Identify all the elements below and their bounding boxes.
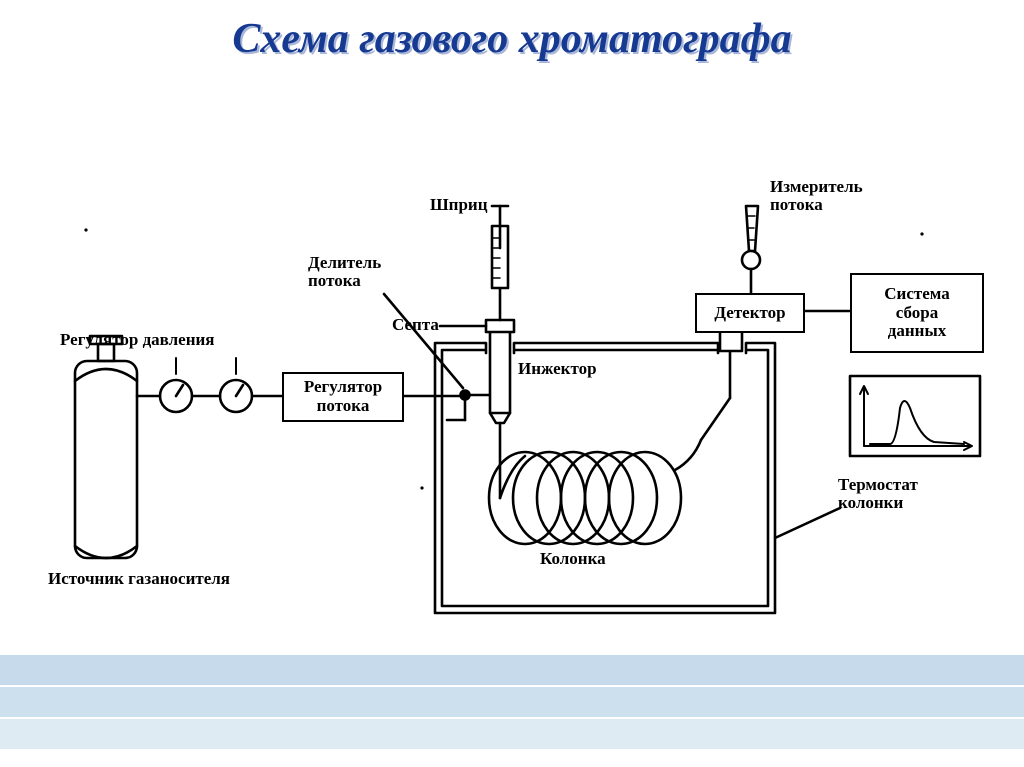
septa-label: Септа <box>392 316 439 334</box>
bg-band <box>0 687 1024 717</box>
page-title: Схема газового хроматографа <box>232 16 791 62</box>
bg-band <box>0 655 1024 685</box>
detector-label: Детектор <box>714 304 785 323</box>
syringe-label: Шприц <box>430 196 488 214</box>
bg-band <box>0 719 1024 749</box>
diagram: Регулятор потока Детектор Система сбора … <box>20 98 1000 638</box>
column-label: Колонка <box>540 550 606 568</box>
flow-divider-label: Делитель потока <box>308 254 381 291</box>
data-system-box: Система сбора данных <box>850 273 984 353</box>
injector-label: Инжектор <box>518 360 597 378</box>
flow-regulator-label: Регулятор потока <box>304 378 382 415</box>
flow-regulator-box: Регулятор потока <box>282 372 404 422</box>
detector-box: Детектор <box>695 293 805 333</box>
slide: Схема газового хроматографа Схема газово… <box>0 0 1024 767</box>
pressure-regulator-label: Регулятор давления <box>60 331 215 349</box>
title-container: Схема газового хроматографа Схема газово… <box>0 18 1024 60</box>
data-system-label: Система сбора данных <box>884 285 949 341</box>
thermostat-label: Термостат колонки <box>838 476 918 513</box>
carrier-source-label: Источник газаносителя <box>48 570 230 588</box>
flow-meter-label: Измеритель потока <box>770 178 863 215</box>
